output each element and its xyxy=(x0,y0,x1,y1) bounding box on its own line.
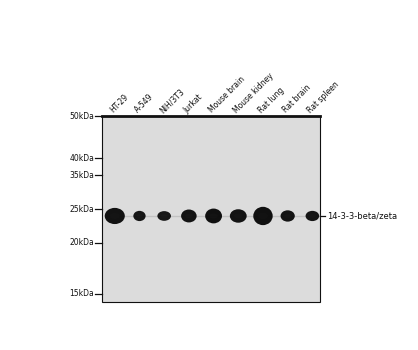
Text: A-549: A-549 xyxy=(133,92,155,115)
Text: Mouse kidney: Mouse kidney xyxy=(232,71,275,115)
Text: 15kDa: 15kDa xyxy=(70,289,94,298)
Ellipse shape xyxy=(230,209,247,223)
Text: Jurkat: Jurkat xyxy=(183,92,205,115)
Ellipse shape xyxy=(133,211,145,221)
Ellipse shape xyxy=(253,207,273,225)
Text: 40kDa: 40kDa xyxy=(69,154,94,163)
Ellipse shape xyxy=(209,214,218,218)
Ellipse shape xyxy=(136,214,143,218)
Ellipse shape xyxy=(234,214,242,218)
Ellipse shape xyxy=(258,213,268,219)
Ellipse shape xyxy=(110,213,120,219)
Ellipse shape xyxy=(161,214,168,218)
Text: 50kDa: 50kDa xyxy=(69,112,94,121)
Text: 25kDa: 25kDa xyxy=(70,205,94,214)
Ellipse shape xyxy=(280,210,295,222)
Text: Mouse brain: Mouse brain xyxy=(207,75,247,115)
Text: 35kDa: 35kDa xyxy=(69,171,94,180)
Ellipse shape xyxy=(105,208,125,224)
Ellipse shape xyxy=(306,211,319,221)
Ellipse shape xyxy=(157,211,171,221)
Ellipse shape xyxy=(185,214,193,218)
Text: Rat spleen: Rat spleen xyxy=(306,79,341,115)
Text: Rat lung: Rat lung xyxy=(257,85,286,115)
Ellipse shape xyxy=(181,210,196,223)
Ellipse shape xyxy=(309,214,316,218)
Text: 14-3-3-beta/zeta: 14-3-3-beta/zeta xyxy=(326,211,397,220)
Ellipse shape xyxy=(205,209,222,223)
Text: Rat brain: Rat brain xyxy=(281,83,313,115)
Text: NIH/3T3: NIH/3T3 xyxy=(158,87,186,115)
Bar xyxy=(102,116,319,302)
Ellipse shape xyxy=(284,214,291,218)
Text: HT-29: HT-29 xyxy=(108,93,130,115)
Text: 20kDa: 20kDa xyxy=(70,238,94,247)
